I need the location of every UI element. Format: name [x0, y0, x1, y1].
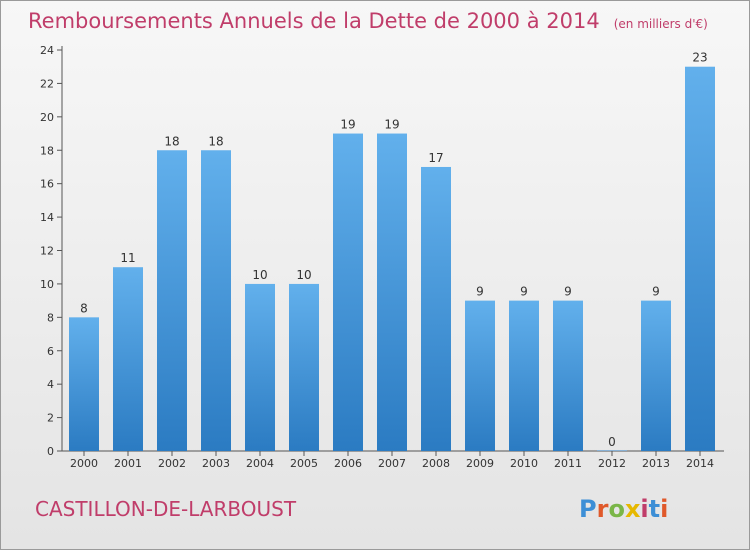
bar-2007 [377, 133, 407, 451]
y-tick-label: 6 [47, 345, 54, 358]
value-label-2001: 11 [120, 251, 135, 265]
x-tick-label-2004: 2004 [246, 457, 274, 470]
y-tick-label: 18 [40, 144, 54, 157]
value-label-2013: 9 [652, 285, 660, 299]
y-tick-label: 8 [47, 311, 54, 324]
bar-2001 [113, 267, 143, 451]
value-label-2011: 9 [564, 285, 572, 299]
value-label-2014: 23 [692, 51, 707, 65]
value-label-2007: 19 [384, 118, 399, 132]
bar-2012 [597, 450, 627, 451]
value-label-2005: 10 [296, 268, 311, 282]
bar-2002 [157, 150, 187, 451]
y-tick-label: 24 [40, 44, 54, 57]
value-label-2009: 9 [476, 285, 484, 299]
plot-area: 0246810121416182022248200011200118200218… [40, 44, 724, 470]
bar-2004 [245, 283, 275, 451]
x-tick-label-2000: 2000 [70, 457, 98, 470]
y-tick-label: 14 [40, 211, 54, 224]
bar-2008 [421, 166, 451, 452]
value-label-2010: 9 [520, 285, 528, 299]
y-tick-label: 22 [40, 77, 54, 90]
bar-2014 [685, 66, 715, 451]
y-tick-label: 16 [40, 178, 54, 191]
y-tick-label: 20 [40, 111, 54, 124]
x-tick-label-2006: 2006 [334, 457, 362, 470]
x-tick-label-2011: 2011 [554, 457, 582, 470]
value-label-2008: 17 [428, 151, 443, 165]
y-tick-label: 2 [47, 412, 54, 425]
bar-2009 [465, 300, 495, 451]
value-label-2012: 0 [608, 435, 616, 449]
proxiti-logo: Proxiti [579, 495, 668, 523]
x-tick-label-2007: 2007 [378, 457, 406, 470]
x-tick-label-2002: 2002 [158, 457, 186, 470]
value-label-2002: 18 [164, 134, 179, 148]
x-tick-label-2010: 2010 [510, 457, 538, 470]
x-tick-label-2005: 2005 [290, 457, 318, 470]
value-label-2004: 10 [252, 268, 267, 282]
x-tick-label-2014: 2014 [686, 457, 714, 470]
bar-2013 [641, 300, 671, 451]
y-tick-label: 10 [40, 278, 54, 291]
municipality-name: CASTILLON-DE-LARBOUST [35, 497, 297, 521]
x-tick-label-2001: 2001 [114, 457, 142, 470]
x-tick-label-2008: 2008 [422, 457, 450, 470]
value-label-2006: 19 [340, 118, 355, 132]
bar-2011 [553, 300, 583, 451]
bar-2005 [289, 283, 319, 451]
x-tick-label-2009: 2009 [466, 457, 494, 470]
bar-2006 [333, 133, 363, 451]
y-tick-label: 12 [40, 245, 54, 258]
value-label-2000: 8 [80, 301, 88, 315]
bar-2000 [69, 317, 99, 451]
y-tick-label: 4 [47, 378, 54, 391]
x-tick-label-2013: 2013 [642, 457, 670, 470]
bar-2003 [201, 150, 231, 451]
x-tick-label-2003: 2003 [202, 457, 230, 470]
value-label-2003: 18 [208, 134, 223, 148]
chart-title: Remboursements Annuels de la Dette de 20… [28, 9, 708, 33]
bar-2010 [509, 300, 539, 451]
x-tick-label-2012: 2012 [598, 457, 626, 470]
y-tick-label: 0 [47, 445, 54, 458]
